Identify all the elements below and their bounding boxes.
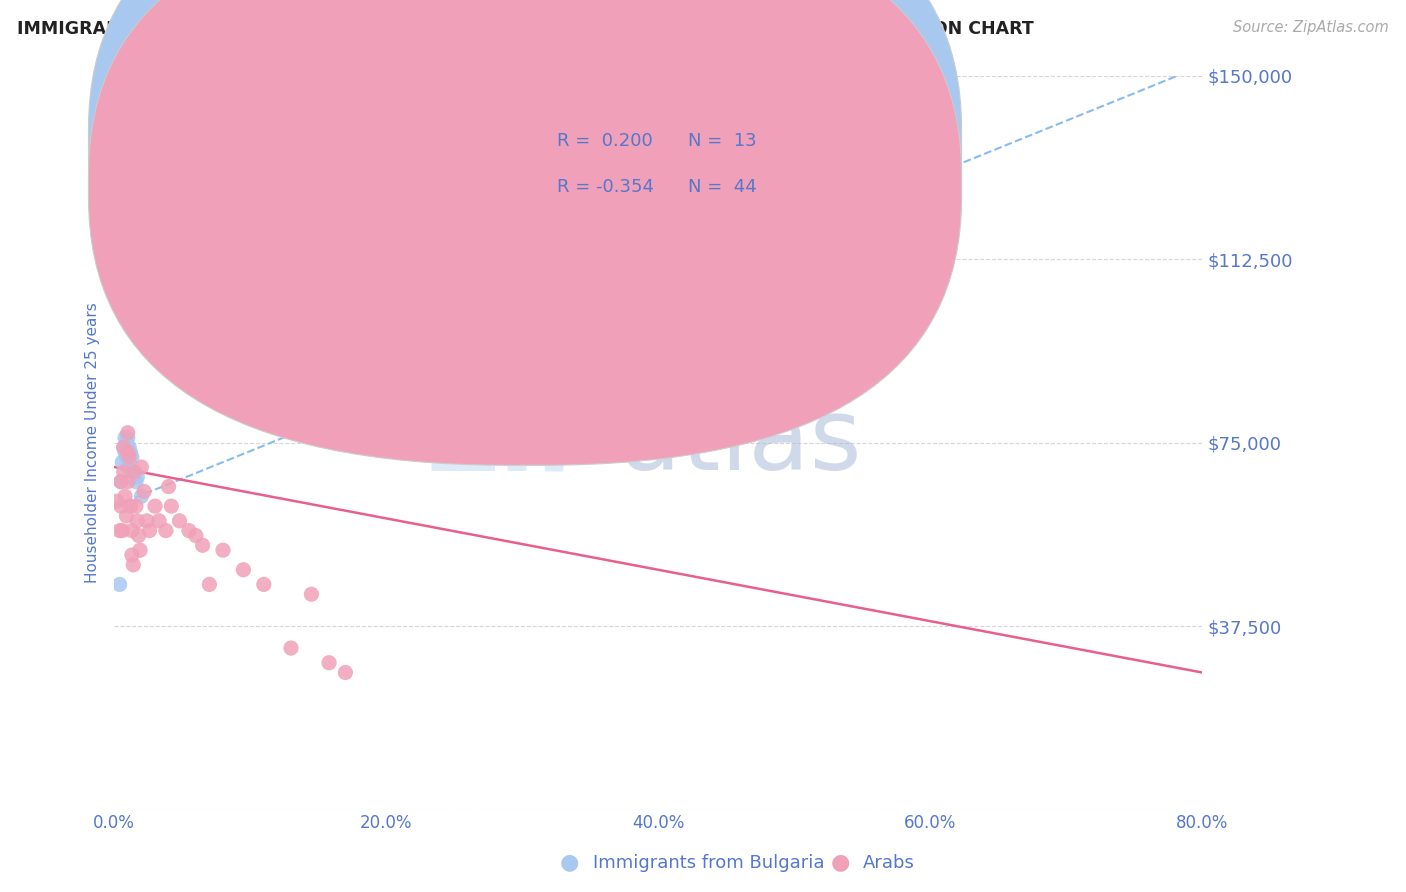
- Point: [110, 499, 132, 513]
- Text: Source: ZipAtlas.com: Source: ZipAtlas.com: [1233, 20, 1389, 35]
- Point: [191, 538, 214, 552]
- Point: [110, 475, 132, 489]
- Point: [127, 514, 149, 528]
- Text: Arabs: Arabs: [863, 855, 915, 872]
- Point: [117, 475, 139, 489]
- Text: ●: ●: [831, 853, 851, 872]
- Text: R =  0.200: R = 0.200: [557, 132, 652, 151]
- Point: [115, 508, 138, 523]
- Point: [114, 489, 136, 503]
- Point: [132, 484, 155, 499]
- Point: [121, 548, 143, 562]
- Point: [111, 455, 134, 469]
- Text: R = -0.354: R = -0.354: [557, 178, 654, 196]
- Point: [112, 441, 135, 455]
- Point: [253, 577, 276, 591]
- Text: Immigrants from Bulgaria: Immigrants from Bulgaria: [593, 855, 825, 872]
- Point: [112, 441, 135, 455]
- Point: [299, 587, 322, 601]
- Point: [280, 641, 302, 656]
- Point: [198, 577, 221, 591]
- Point: [121, 450, 143, 465]
- Point: [110, 475, 132, 489]
- Point: [115, 450, 138, 465]
- Text: IMMIGRANTS FROM BULGARIA VS ARAB HOUSEHOLDER INCOME UNDER 25 YEARS CORRELATION C: IMMIGRANTS FROM BULGARIA VS ARAB HOUSEHO…: [17, 20, 1033, 37]
- Point: [232, 563, 254, 577]
- Point: [143, 499, 166, 513]
- Point: [122, 465, 145, 479]
- Point: [160, 499, 183, 513]
- Point: [115, 435, 138, 450]
- Point: [120, 445, 142, 459]
- Point: [177, 524, 200, 538]
- Point: [111, 524, 134, 538]
- Text: N =  13: N = 13: [688, 132, 756, 151]
- Point: [117, 425, 139, 440]
- Point: [131, 489, 153, 503]
- Point: [157, 479, 180, 493]
- Point: [122, 558, 145, 572]
- Point: [117, 441, 139, 455]
- Point: [169, 514, 191, 528]
- Point: [118, 450, 141, 465]
- Point: [148, 514, 170, 528]
- Text: N =  44: N = 44: [688, 178, 756, 196]
- Point: [118, 441, 141, 455]
- Point: [129, 543, 152, 558]
- Point: [131, 460, 153, 475]
- Point: [117, 431, 139, 445]
- Point: [155, 524, 177, 538]
- Point: [120, 499, 142, 513]
- Point: [107, 279, 129, 293]
- Point: [127, 470, 149, 484]
- Point: [335, 665, 357, 680]
- Point: [108, 577, 131, 591]
- Point: [138, 524, 160, 538]
- Point: [118, 450, 141, 465]
- Point: [125, 499, 148, 513]
- Point: [117, 445, 139, 459]
- Point: [124, 465, 146, 479]
- Point: [105, 494, 128, 508]
- Point: [135, 514, 157, 528]
- Point: [121, 524, 143, 538]
- Text: ●: ●: [560, 853, 579, 872]
- Point: [184, 528, 207, 542]
- Point: [117, 460, 139, 475]
- Text: ZIP: ZIP: [426, 394, 609, 491]
- Point: [108, 524, 131, 538]
- Text: atlas: atlas: [620, 394, 862, 491]
- Point: [112, 465, 135, 479]
- Y-axis label: Householder Income Under 25 years: Householder Income Under 25 years: [86, 302, 100, 582]
- Point: [114, 445, 136, 459]
- Point: [318, 656, 340, 670]
- Point: [212, 543, 235, 558]
- Point: [125, 475, 148, 489]
- Point: [114, 431, 136, 445]
- Point: [128, 528, 150, 542]
